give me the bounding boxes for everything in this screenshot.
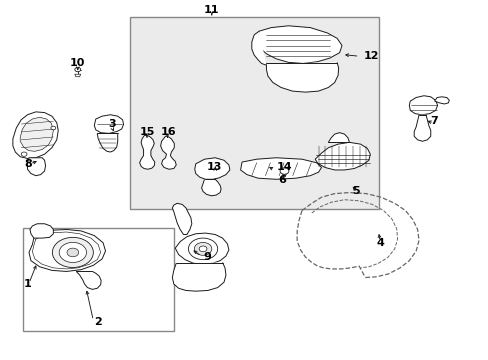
Polygon shape	[172, 262, 225, 291]
Text: 14: 14	[276, 162, 291, 172]
Text: 2: 2	[94, 317, 102, 327]
Polygon shape	[194, 158, 229, 179]
Text: 11: 11	[203, 5, 219, 15]
Text: 16: 16	[161, 127, 176, 136]
Polygon shape	[97, 134, 118, 152]
Circle shape	[59, 242, 86, 262]
Polygon shape	[328, 133, 348, 142]
Polygon shape	[240, 158, 321, 179]
Polygon shape	[315, 142, 369, 170]
Polygon shape	[408, 96, 437, 115]
Circle shape	[194, 242, 211, 255]
Polygon shape	[13, 112, 58, 158]
Text: 9: 9	[203, 252, 210, 262]
Text: 15: 15	[139, 127, 154, 136]
Polygon shape	[29, 229, 105, 271]
Polygon shape	[413, 115, 430, 141]
Polygon shape	[282, 174, 286, 177]
Bar	[130, 17, 378, 209]
Circle shape	[52, 237, 93, 267]
Polygon shape	[201, 179, 221, 196]
Circle shape	[188, 238, 217, 260]
Polygon shape	[256, 26, 341, 63]
Text: 12: 12	[363, 51, 379, 61]
Circle shape	[67, 248, 79, 257]
Polygon shape	[160, 136, 176, 169]
Polygon shape	[434, 97, 448, 104]
Text: 8: 8	[24, 159, 32, 169]
Text: 10: 10	[70, 58, 85, 68]
Text: 6: 6	[278, 175, 286, 185]
Polygon shape	[30, 224, 53, 238]
Polygon shape	[251, 31, 266, 65]
Polygon shape	[76, 271, 101, 289]
Text: 1: 1	[24, 279, 32, 289]
Polygon shape	[20, 117, 53, 151]
Bar	[22, 228, 173, 330]
Polygon shape	[266, 62, 338, 92]
Text: 4: 4	[375, 238, 383, 248]
Text: 5: 5	[351, 186, 359, 197]
Polygon shape	[172, 203, 191, 234]
Text: 13: 13	[206, 162, 222, 172]
Text: 7: 7	[429, 116, 437, 126]
Circle shape	[21, 152, 27, 156]
Circle shape	[199, 246, 206, 252]
Polygon shape	[175, 233, 228, 264]
Polygon shape	[27, 158, 45, 176]
Polygon shape	[140, 135, 155, 169]
Polygon shape	[94, 115, 123, 134]
Circle shape	[75, 67, 81, 72]
Polygon shape	[75, 74, 81, 77]
Circle shape	[51, 126, 56, 130]
Text: 3: 3	[108, 120, 116, 129]
Circle shape	[280, 168, 288, 174]
